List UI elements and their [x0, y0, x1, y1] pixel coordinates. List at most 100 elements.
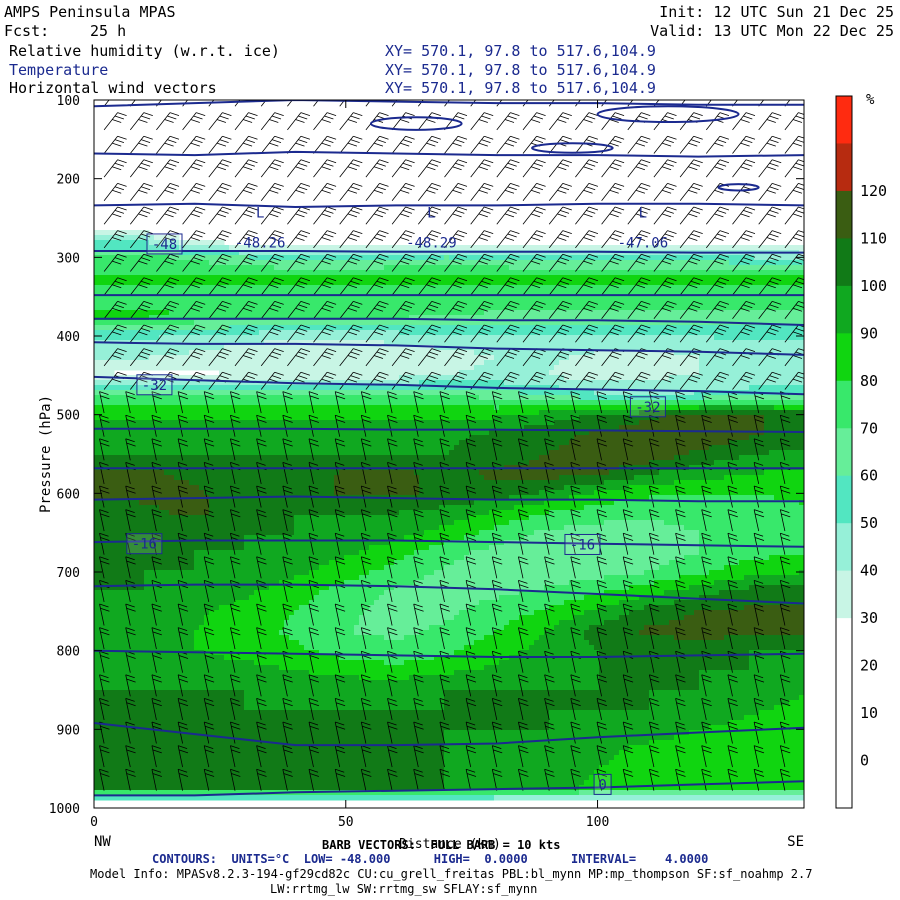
rh-cell [154, 280, 160, 286]
rh-cell [139, 290, 145, 296]
rh-cell [779, 260, 785, 266]
rh-cell [529, 330, 535, 336]
rh-cell [134, 275, 140, 281]
rh-cell [674, 300, 680, 306]
rh-cell [799, 275, 804, 281]
rh-cell [784, 310, 790, 316]
rh-cell [364, 375, 370, 381]
rh-cell [414, 365, 420, 371]
rh-cell [614, 395, 620, 401]
rh-cell [579, 300, 585, 306]
rh-cell [449, 245, 455, 251]
rh-cell [784, 280, 790, 286]
rh-cell [439, 365, 445, 371]
rh-cell [239, 405, 245, 411]
rh-cell [384, 255, 390, 261]
rh-cell [459, 415, 465, 421]
rh-cell [359, 280, 365, 286]
rh-cell [374, 250, 380, 256]
rh-cell [249, 390, 255, 396]
rh-cell [469, 405, 475, 411]
rh-cell [764, 290, 770, 296]
rh-cell [564, 385, 570, 391]
rh-cell [114, 325, 120, 331]
rh-cell [549, 375, 555, 381]
rh-cell [339, 345, 345, 351]
rh-cell [204, 360, 210, 366]
rh-cell [324, 305, 330, 311]
rh-cell [794, 340, 800, 346]
rh-cell [574, 410, 580, 416]
rh-cell [499, 375, 505, 381]
rh-cell [724, 265, 730, 271]
rh-cell [469, 410, 475, 416]
rh-cell [784, 350, 790, 356]
rh-cell [429, 405, 435, 411]
rh-cell [254, 310, 260, 316]
rh-cell [104, 305, 110, 311]
rh-cell [239, 390, 245, 396]
rh-cell [359, 300, 365, 306]
rh-cell [439, 390, 445, 396]
rh-cell [744, 325, 750, 331]
rh-cell [724, 375, 730, 381]
rh-cell [414, 315, 420, 321]
rh-cell [144, 330, 150, 336]
rh-cell [244, 320, 250, 326]
rh-cell [279, 280, 285, 286]
rh-cell [654, 410, 660, 416]
rh-cell [404, 320, 410, 326]
rh-cell [414, 275, 420, 281]
rh-cell [484, 415, 490, 421]
rh-cell [264, 325, 270, 331]
rh-cell [534, 360, 540, 366]
rh-cell [674, 310, 680, 316]
rh-cell [139, 235, 145, 241]
rh-cell [289, 265, 295, 271]
rh-cell [154, 345, 160, 351]
rh-cell [484, 400, 490, 406]
rh-cell [184, 385, 190, 391]
rh-cell [584, 380, 590, 386]
rh-cell [279, 250, 285, 256]
rh-cell [324, 400, 330, 406]
rh-cell [249, 360, 255, 366]
rh-cell [784, 325, 790, 331]
rh-cell [774, 365, 780, 371]
rh-cell [389, 265, 395, 271]
rh-cell [589, 345, 595, 351]
rh-cell [544, 380, 550, 386]
rh-cell [774, 275, 780, 281]
rh-cell [114, 305, 120, 311]
rh-cell [304, 415, 310, 421]
rh-cell [239, 290, 245, 296]
rh-cell [394, 395, 400, 401]
rh-cell [579, 285, 585, 291]
rh-cell [499, 315, 505, 321]
rh-cell [259, 310, 265, 316]
rh-cell [679, 260, 685, 266]
rh-cell [429, 320, 435, 326]
rh-cell [199, 395, 205, 401]
rh-cell [704, 400, 710, 406]
rh-cell [699, 260, 705, 266]
rh-cell [254, 245, 260, 251]
rh-cell [549, 305, 555, 311]
rh-cell [299, 400, 305, 406]
rh-cell [504, 265, 510, 271]
rh-cell [654, 255, 660, 261]
rh-cell [244, 385, 250, 391]
rh-cell [689, 270, 695, 276]
rh-cell [219, 265, 225, 271]
rh-cell [544, 335, 550, 341]
rh-cell [399, 320, 405, 326]
rh-cell [764, 325, 770, 331]
rh-cell [764, 245, 770, 251]
rh-cell [379, 325, 385, 331]
rh-cell [444, 375, 450, 381]
rh-cell [284, 345, 290, 351]
rh-cell [559, 245, 565, 251]
rh-cell [524, 290, 530, 296]
rh-cell [559, 335, 565, 341]
rh-cell [589, 315, 595, 321]
